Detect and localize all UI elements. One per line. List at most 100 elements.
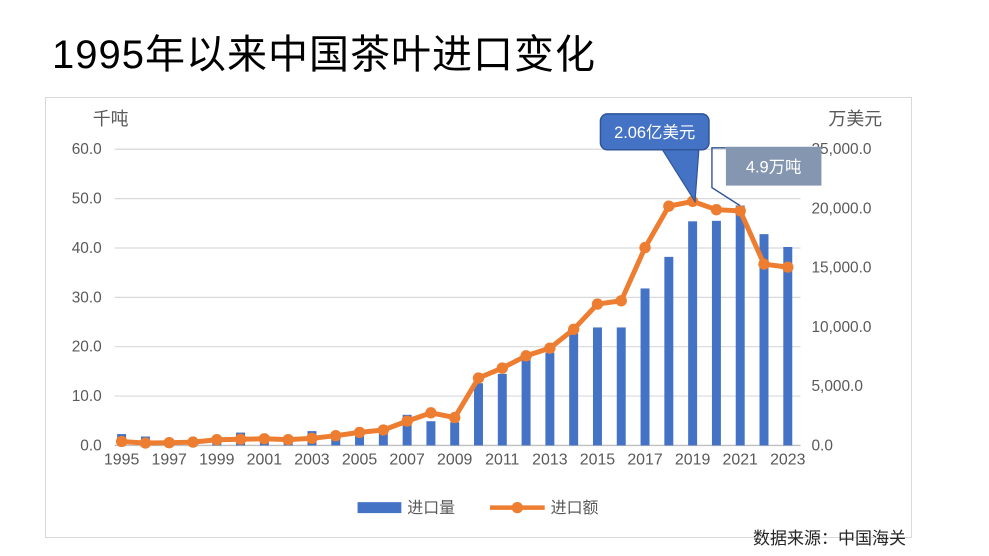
bar-2022 [759, 234, 769, 446]
marker-2009 [449, 411, 461, 424]
marker-1995 [115, 435, 128, 448]
x-tick: 2019 [675, 451, 711, 468]
x-axis-tick-labels: 1995 1997 1999 2001 2003 2005 2007 2009 2011 2013… [104, 451, 806, 468]
bar-2018 [664, 256, 674, 446]
bar-2010 [474, 383, 483, 446]
x-tick: 2005 [342, 451, 378, 468]
x-tick: 1995 [104, 451, 140, 468]
bar-2007 [402, 414, 412, 446]
line-series-import-value [115, 195, 794, 449]
marker-2006 [377, 424, 390, 436]
bar-2013 [545, 352, 555, 446]
bar-2023 [783, 246, 793, 446]
x-tick: 2007 [389, 451, 425, 468]
bar-2021 [735, 205, 745, 446]
right-tick: 10,000.0 [811, 319, 871, 336]
bar-2006 [378, 433, 388, 446]
marker-2008 [425, 407, 437, 419]
left-tick: 60.0 [72, 141, 102, 158]
left-tick: 50.0 [72, 191, 102, 208]
bar-2020 [711, 220, 721, 446]
label-text: 4.9万吨 [746, 159, 802, 177]
x-tick: 2001 [247, 451, 283, 468]
marker-2004 [330, 430, 342, 442]
marker-2018 [663, 200, 675, 212]
marker-2005 [353, 426, 366, 439]
right-tick: 15,000.0 [811, 260, 871, 277]
left-tick: 30.0 [72, 289, 102, 306]
bar-series-import-volume [117, 205, 793, 446]
x-tick: 1999 [199, 451, 235, 468]
x-tick: 2023 [770, 451, 806, 468]
legend-swatch-import-volume [357, 502, 402, 514]
x-tick: 1997 [152, 451, 188, 468]
bar-2019 [688, 221, 698, 446]
marker-1998 [187, 436, 199, 448]
leader-line [711, 147, 741, 207]
legend-marker-import-value [511, 501, 523, 514]
left-axis-tick-labels: 0.0 10.0 20.0 30.0 40.0 50.0 60.0 [72, 141, 102, 454]
marker-2022 [758, 258, 770, 270]
x-tick: 2017 [627, 451, 663, 468]
callout-import-volume-peak: 4.9万吨 [711, 146, 822, 207]
x-tick: 2009 [437, 451, 473, 468]
import-value-line [119, 198, 791, 446]
callout-text: 2.06亿美元 [614, 124, 695, 142]
bar-2009 [450, 422, 460, 446]
marker-2021 [734, 205, 746, 217]
marker-2020 [710, 204, 723, 216]
x-tick: 2011 [485, 451, 519, 468]
chart-frame: 0.0 10.0 20.0 30.0 40.0 50.0 60.0 0.0 5,000.0 10,… [45, 97, 912, 538]
x-tick: 2015 [580, 451, 616, 468]
marker-2010 [472, 372, 485, 384]
callout-tail [660, 147, 700, 204]
marker-2017 [639, 241, 651, 254]
chart-title: 1995年以来中国茶叶进口变化 [52, 33, 596, 77]
marker-2007 [401, 415, 413, 427]
tea-import-chart: 0.0 10.0 20.0 30.0 40.0 50.0 60.0 0.0 5,000.0 10,… [72, 109, 883, 517]
right-axis-tick-labels: 0.0 5,000.0 10,000.0 15,000.0 20,000.0 25,000… [811, 141, 871, 454]
callout-import-value-peak: 2.06亿美元 [599, 113, 710, 204]
marker-1999 [211, 434, 223, 446]
right-tick: 25,000.0 [811, 141, 871, 158]
marker-2014 [567, 323, 580, 336]
x-tick: 2003 [294, 451, 330, 468]
left-tick: 20.0 [72, 339, 102, 356]
bar-2005 [355, 434, 365, 446]
bar-2008 [426, 421, 436, 446]
data-source: 数据来源：中国海关 [753, 529, 906, 548]
legend-label-import-volume: 进口量 [407, 499, 455, 517]
bar-2016 [616, 327, 626, 446]
legend-label-import-value: 进口额 [551, 499, 599, 517]
marker-2002 [282, 433, 294, 446]
bar-2012 [521, 355, 531, 446]
marker-2023 [782, 261, 794, 273]
marker-2016 [615, 295, 627, 307]
marker-2003 [306, 432, 318, 444]
x-tick: 2013 [532, 451, 568, 468]
right-axis-title: 万美元 [828, 109, 882, 129]
left-tick: 40.0 [72, 240, 102, 257]
left-tick: 10.0 [72, 388, 102, 405]
marker-1997 [163, 437, 175, 449]
bar-2015 [592, 327, 602, 446]
left-axis-title: 千吨 [93, 109, 129, 129]
marker-2015 [591, 298, 604, 310]
gridlines [114, 148, 801, 447]
marker-2001 [258, 433, 271, 445]
marker-2013 [544, 342, 556, 354]
marker-1996 [139, 437, 152, 449]
marker-2012 [520, 350, 532, 362]
right-tick: 5,000.0 [811, 378, 862, 395]
label-box [725, 146, 822, 186]
right-tick: 20,000.0 [811, 200, 871, 217]
callout-box [599, 113, 710, 151]
legend: 进口量 进口额 [357, 499, 599, 517]
bar-2011 [497, 373, 507, 446]
marker-2000 [234, 433, 247, 445]
bar-2014 [569, 333, 579, 446]
x-tick: 2021 [723, 451, 759, 468]
right-tick: 0.0 [811, 437, 832, 454]
bar-2017 [640, 288, 650, 446]
